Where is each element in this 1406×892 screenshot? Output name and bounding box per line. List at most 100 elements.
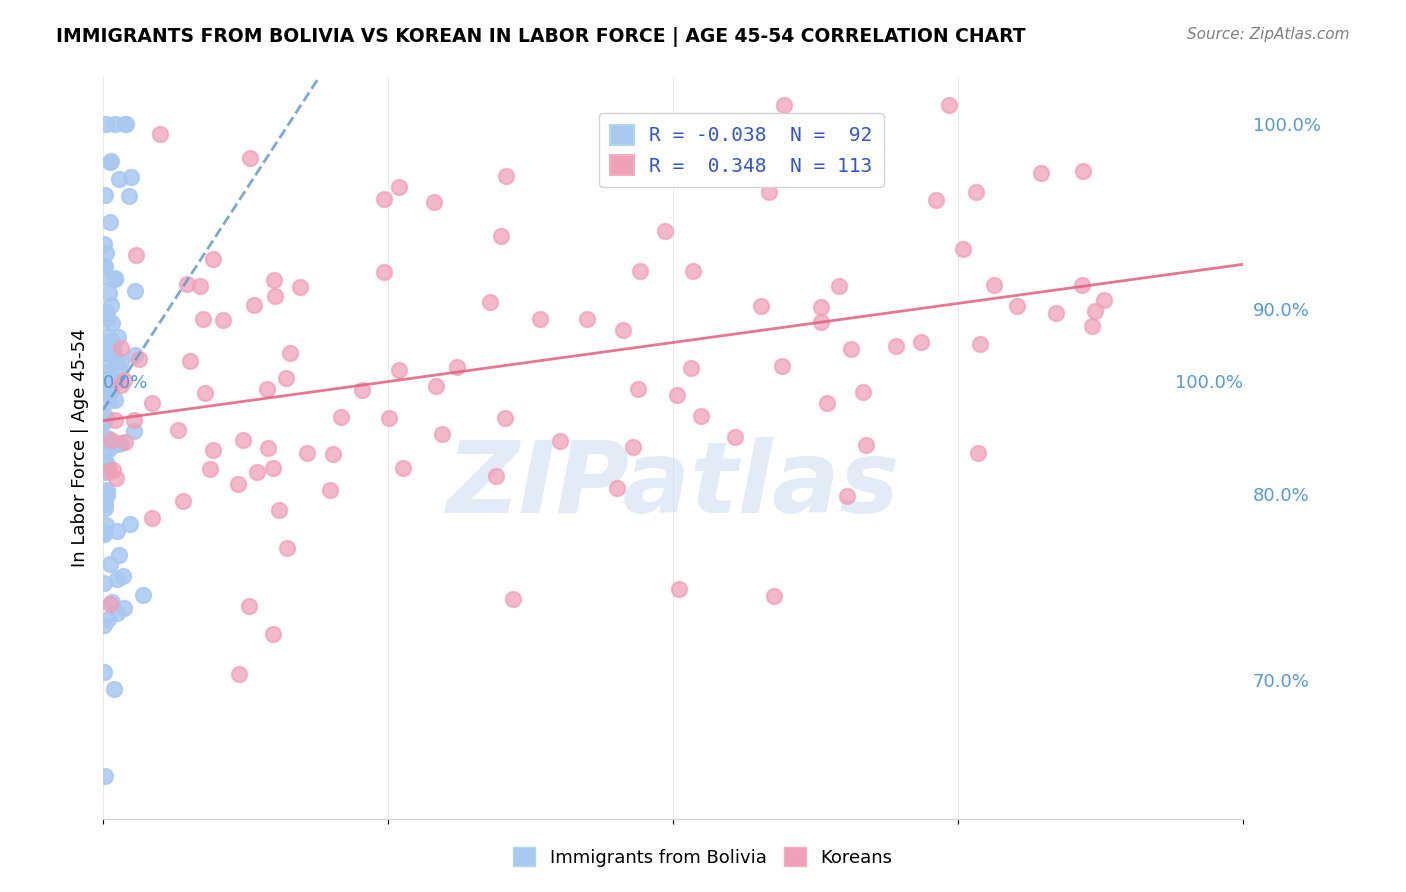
- Point: [96, 246, 118, 260]
- Point: [430, 427, 453, 442]
- Point: [98, 597, 121, 611]
- Point: [93, 354, 115, 368]
- Point: [93, 415, 115, 429]
- Point: [114, 117, 136, 131]
- Point: [201, 442, 224, 457]
- Point: [665, 388, 688, 402]
- Point: [1071, 278, 1094, 293]
- Text: Source: ZipAtlas.com: Source: ZipAtlas.com: [1187, 27, 1350, 42]
- Point: [491, 229, 513, 244]
- Point: [93, 366, 115, 380]
- Point: [228, 666, 250, 681]
- Point: [1071, 164, 1094, 178]
- Point: [1029, 166, 1052, 180]
- Point: [93, 527, 115, 541]
- Point: [122, 424, 145, 438]
- Point: [104, 412, 127, 426]
- Point: [690, 409, 713, 423]
- Point: [93, 237, 115, 252]
- Point: [262, 461, 284, 475]
- Point: [96, 488, 118, 502]
- Point: [112, 373, 135, 387]
- Point: [105, 524, 128, 538]
- Point: [267, 503, 290, 517]
- Point: [762, 589, 785, 603]
- Point: [965, 185, 987, 199]
- Point: [167, 423, 190, 437]
- Text: IMMIGRANTS FROM BOLIVIA VS KOREAN IN LABOR FORCE | AGE 45-54 CORRELATION CHART: IMMIGRANTS FROM BOLIVIA VS KOREAN IN LAB…: [56, 27, 1026, 46]
- Point: [94, 518, 117, 533]
- Point: [112, 569, 135, 583]
- Point: [105, 572, 128, 586]
- Point: [681, 361, 703, 376]
- Point: [96, 306, 118, 320]
- Point: [762, 144, 785, 158]
- Point: [93, 575, 115, 590]
- Point: [495, 169, 517, 184]
- Point: [770, 359, 793, 374]
- Point: [101, 316, 124, 330]
- Point: [548, 434, 571, 449]
- Point: [749, 299, 772, 313]
- Point: [100, 153, 122, 168]
- Point: [852, 385, 875, 400]
- Point: [243, 298, 266, 312]
- Point: [378, 410, 401, 425]
- Point: [191, 312, 214, 326]
- Point: [104, 272, 127, 286]
- Point: [131, 588, 153, 602]
- Point: [628, 264, 651, 278]
- Point: [295, 446, 318, 460]
- Point: [93, 336, 115, 351]
- Legend: Immigrants from Bolivia, Koreans: Immigrants from Bolivia, Koreans: [506, 840, 900, 874]
- Point: [276, 371, 298, 385]
- Point: [93, 368, 115, 382]
- Point: [93, 413, 115, 427]
- Point: [122, 412, 145, 426]
- Point: [373, 193, 395, 207]
- Point: [124, 348, 146, 362]
- Y-axis label: In Labor Force | Age 45-54: In Labor Force | Age 45-54: [72, 329, 89, 567]
- Point: [96, 486, 118, 500]
- Point: [502, 592, 524, 607]
- Point: [103, 681, 125, 696]
- Point: [94, 465, 117, 479]
- Point: [773, 98, 796, 112]
- Point: [828, 279, 851, 293]
- Legend: R = -0.038  N =  92, R =  0.348  N = 113: R = -0.038 N = 92, R = 0.348 N = 113: [599, 113, 884, 187]
- Point: [93, 618, 115, 632]
- Point: [1007, 300, 1029, 314]
- Point: [910, 334, 932, 349]
- Point: [288, 280, 311, 294]
- Point: [256, 382, 278, 396]
- Point: [93, 260, 115, 274]
- Point: [239, 151, 262, 165]
- Point: [837, 490, 859, 504]
- Point: [246, 465, 269, 479]
- Point: [96, 329, 118, 343]
- Point: [93, 431, 115, 445]
- Point: [108, 171, 131, 186]
- Point: [924, 194, 946, 208]
- Point: [606, 481, 628, 495]
- Point: [388, 363, 411, 377]
- Point: [263, 273, 285, 287]
- Point: [575, 312, 598, 326]
- Point: [96, 117, 118, 131]
- Text: 100.0%: 100.0%: [1175, 374, 1243, 392]
- Point: [103, 270, 125, 285]
- Point: [484, 469, 506, 483]
- Point: [128, 352, 150, 367]
- Point: [96, 431, 118, 445]
- Point: [97, 286, 120, 301]
- Point: [93, 769, 115, 783]
- Point: [97, 613, 120, 627]
- Point: [276, 541, 298, 555]
- Point: [969, 337, 991, 351]
- Point: [94, 455, 117, 469]
- Point: [105, 355, 128, 369]
- Point: [107, 437, 129, 451]
- Point: [100, 371, 122, 385]
- Point: [93, 346, 115, 360]
- Point: [1094, 293, 1116, 308]
